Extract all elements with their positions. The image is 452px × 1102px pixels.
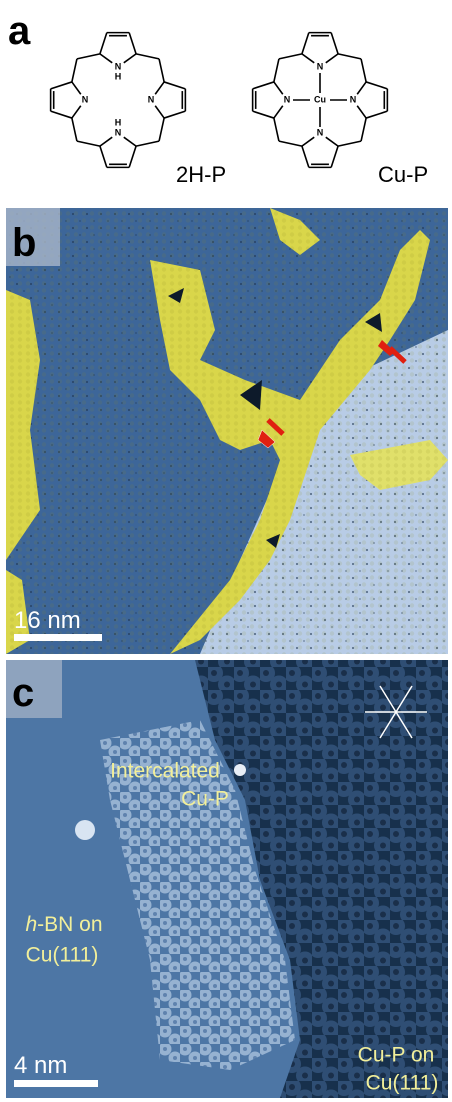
bond	[338, 141, 361, 146]
bond	[100, 33, 107, 54]
bond	[155, 106, 164, 118]
bond	[136, 141, 159, 146]
bond	[51, 82, 72, 89]
bond	[136, 54, 159, 59]
molecule-name: 2H-P	[176, 162, 226, 187]
bond	[164, 111, 185, 118]
bond	[129, 146, 136, 167]
atom-label: N	[115, 127, 122, 137]
panel-label: b	[12, 221, 36, 265]
bond	[338, 54, 361, 59]
molecule-name: Cu-P	[378, 162, 428, 187]
figure: a NNNNHHNNNNCu 2H-P Cu-P b 16 nm	[0, 0, 452, 1102]
atom-label: N	[148, 94, 155, 104]
bond	[326, 54, 338, 63]
bond	[72, 118, 77, 141]
annotation-part: -BN on	[37, 913, 102, 936]
bond	[100, 137, 112, 146]
bond	[357, 82, 366, 94]
bond	[331, 33, 338, 54]
bond	[164, 82, 185, 89]
atom-label: N	[284, 94, 291, 104]
bond	[366, 82, 387, 89]
bond	[279, 141, 302, 146]
bond	[159, 59, 164, 82]
bond	[331, 146, 338, 167]
bond	[253, 82, 274, 89]
bond	[302, 33, 309, 54]
bond	[366, 111, 387, 118]
atom-label: N	[317, 61, 324, 71]
bond	[159, 118, 164, 141]
stm-image-b	[6, 208, 448, 654]
atom-label: N	[317, 127, 324, 137]
annotation: Cu(111)	[26, 944, 99, 967]
bond	[77, 141, 100, 146]
panel-label: c	[12, 671, 34, 715]
bond	[100, 146, 107, 167]
bond	[77, 54, 100, 59]
bond	[302, 54, 314, 63]
bond	[357, 106, 366, 118]
bond	[72, 82, 81, 94]
bond	[274, 106, 283, 118]
annotation: h-BN on	[25, 913, 102, 936]
annotation-italic: h	[25, 913, 37, 936]
bond	[253, 111, 274, 118]
annotation: Cu-P	[181, 788, 229, 811]
scale-bar-label: 4 nm	[14, 1052, 67, 1079]
bond	[72, 59, 77, 82]
bond	[302, 137, 314, 146]
bond	[326, 137, 338, 146]
bond	[279, 54, 302, 59]
atom-label: H	[115, 71, 122, 81]
bond	[274, 82, 283, 94]
bond	[274, 118, 279, 141]
bond	[124, 54, 136, 63]
bond	[155, 82, 164, 94]
bond	[302, 146, 309, 167]
bond	[124, 137, 136, 146]
atom-label: Cu	[314, 94, 326, 104]
bond	[72, 106, 81, 118]
bond	[100, 54, 112, 63]
atom-label: H	[115, 117, 122, 127]
annotation: Cu-P on	[358, 1044, 435, 1067]
scale-bar	[14, 1080, 98, 1087]
bond	[274, 59, 279, 82]
annotation: Cu(111)	[366, 1072, 439, 1095]
scale-bar	[14, 634, 102, 641]
panel-label: a	[8, 9, 31, 53]
stm-image-c	[6, 660, 448, 1098]
bond	[361, 118, 366, 141]
bond	[361, 59, 366, 82]
atom-label: N	[350, 94, 357, 104]
bond	[129, 33, 136, 54]
bond	[51, 111, 72, 118]
annotation: Intercalated	[110, 760, 220, 783]
atom-label: N	[82, 94, 89, 104]
atom-label: N	[115, 61, 122, 71]
scale-bar-label: 16 nm	[14, 607, 81, 634]
